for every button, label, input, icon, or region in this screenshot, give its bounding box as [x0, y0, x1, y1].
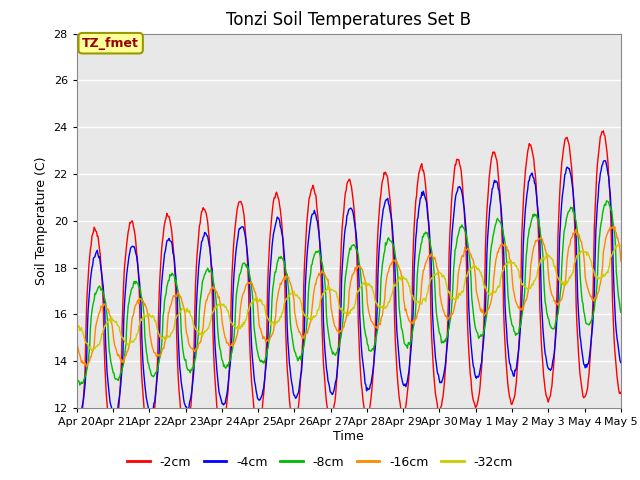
- -32cm: [617, 242, 625, 248]
- -16cm: [617, 258, 625, 264]
- -2cm: [84, 287, 92, 292]
- -32cm: [195, 328, 202, 334]
- -4cm: [195, 265, 202, 271]
- Line: -32cm: -32cm: [77, 245, 621, 350]
- -8cm: [617, 309, 625, 315]
- -8cm: [416, 251, 424, 256]
- -8cm: [195, 327, 202, 333]
- -16cm: [140, 298, 147, 304]
- -32cm: [223, 308, 231, 313]
- -2cm: [223, 395, 231, 401]
- Text: TZ_fmet: TZ_fmet: [82, 36, 139, 50]
- -2cm: [600, 128, 607, 134]
- -4cm: [140, 365, 147, 371]
- -4cm: [74, 419, 82, 425]
- -8cm: [603, 198, 611, 204]
- Line: -4cm: -4cm: [77, 161, 621, 422]
- -4cm: [84, 326, 92, 332]
- -8cm: [76, 382, 84, 388]
- -2cm: [195, 232, 202, 238]
- -32cm: [416, 301, 424, 307]
- Line: -8cm: -8cm: [77, 201, 621, 385]
- Legend: -2cm, -4cm, -8cm, -16cm, -32cm: -2cm, -4cm, -8cm, -16cm, -32cm: [122, 451, 518, 474]
- -4cm: [617, 360, 625, 365]
- Title: Tonzi Soil Temperatures Set B: Tonzi Soil Temperatures Set B: [227, 11, 471, 29]
- -4cm: [223, 388, 231, 394]
- -32cm: [140, 313, 147, 319]
- -8cm: [223, 361, 231, 367]
- -16cm: [609, 224, 617, 229]
- -16cm: [223, 340, 231, 346]
- -32cm: [73, 320, 81, 326]
- -2cm: [140, 396, 147, 402]
- -2cm: [617, 389, 625, 395]
- -32cm: [88, 348, 96, 353]
- -8cm: [84, 363, 92, 369]
- Y-axis label: Soil Temperature (C): Soil Temperature (C): [35, 156, 48, 285]
- -16cm: [431, 257, 439, 263]
- -16cm: [73, 334, 81, 339]
- -8cm: [431, 297, 439, 302]
- -2cm: [74, 440, 81, 446]
- -16cm: [195, 341, 202, 347]
- -2cm: [73, 438, 81, 444]
- -4cm: [73, 418, 81, 423]
- -4cm: [600, 158, 608, 164]
- Line: -2cm: -2cm: [77, 131, 621, 443]
- -8cm: [140, 306, 147, 312]
- -4cm: [416, 202, 424, 207]
- -8cm: [73, 377, 81, 383]
- -16cm: [84, 361, 92, 367]
- Line: -16cm: -16cm: [77, 227, 621, 367]
- -32cm: [431, 272, 439, 278]
- -32cm: [614, 242, 621, 248]
- -4cm: [431, 354, 439, 360]
- -2cm: [431, 391, 439, 396]
- -32cm: [83, 340, 90, 346]
- -2cm: [416, 168, 424, 173]
- -16cm: [83, 364, 90, 370]
- X-axis label: Time: Time: [333, 430, 364, 443]
- -16cm: [416, 302, 424, 308]
